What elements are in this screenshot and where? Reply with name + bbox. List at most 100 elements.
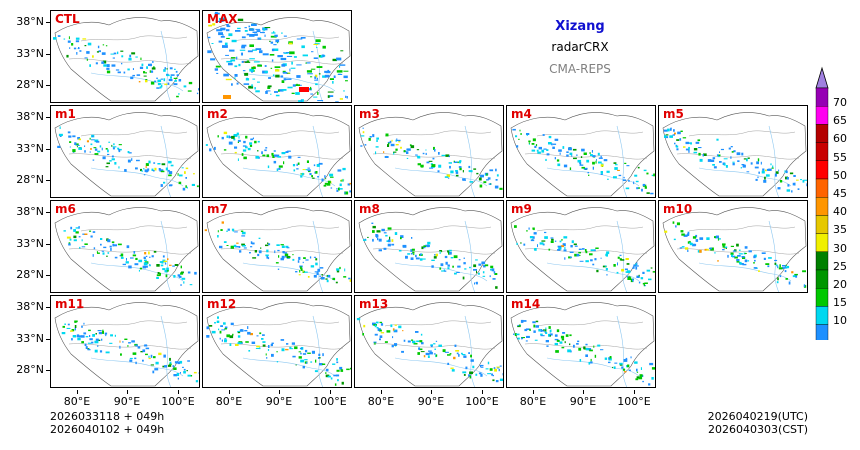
echo-cell [335,281,338,284]
echo-cell [378,249,382,252]
echo-cell [78,226,80,229]
echo-cell [163,181,166,184]
echo-cell [143,345,148,347]
echo-cell [430,163,433,165]
echo-cell [175,70,178,73]
echo-cell [218,32,223,36]
echo-cell [713,166,717,169]
echo-cell [564,341,566,344]
echo-cell [71,338,73,341]
echo-cell [183,281,185,284]
echo-cell [298,274,301,276]
echo-cell [576,253,580,257]
echo-cell [215,20,218,23]
echo-cell [235,30,241,32]
echo-cell [269,54,275,56]
colorbar-tick-label: 60 [833,132,847,146]
echo-cell [247,50,253,53]
echo-cell [250,138,254,141]
echo-cell [193,173,195,175]
lat-tick [46,275,50,276]
echo-cell [99,350,103,353]
echo-cell [111,64,116,67]
echo-cell [444,176,449,178]
echo-cell [307,167,310,169]
echo-cell [93,247,96,250]
echo-cell [224,326,228,329]
echo-cell [232,230,234,232]
echo-cell [89,151,91,153]
echo-cell [220,325,223,327]
echo-cell [334,383,337,386]
echo-cell [730,146,733,148]
echo-cell [302,365,305,369]
echo-cell [570,350,572,353]
border-line [206,302,351,387]
echo-cell [252,31,258,33]
echo-cell [592,166,594,170]
river-line [312,315,323,387]
echo-cell [326,279,329,283]
echo-cell [255,48,262,50]
echo-cell [470,359,474,362]
echo-cell [385,133,389,137]
echo-cell [74,142,77,145]
echo-cell [174,68,176,70]
river-line [242,357,336,377]
echo-cell [772,165,774,168]
radar-map [205,112,351,197]
echo-cell [283,78,287,81]
echo-cell [718,238,721,240]
echo-cell [378,328,380,332]
echo-cell [568,147,572,151]
echo-cell [569,334,572,337]
echo-cell [520,319,524,323]
echo-cell [545,332,548,334]
echo-cell [401,350,404,353]
echo-cell [163,78,166,82]
echo-cell [266,255,269,259]
echo-cell [532,138,536,142]
echo-cell [416,149,420,151]
echo-cell [676,222,680,226]
echo-cell [449,251,452,255]
river-line [768,220,779,292]
echo-cell [447,267,450,270]
echo-cell [491,268,495,272]
echo-cell [339,183,342,187]
echo-cell [484,264,489,267]
echo-cell [209,325,213,327]
echo-cell [590,358,592,362]
echo-cell [766,168,771,171]
echo-cell [730,156,732,159]
echo-cell [216,29,223,32]
echo-cell [100,243,102,246]
echo-cell [97,252,100,254]
echo-cell [270,93,272,95]
echo-cell [135,167,138,170]
echo-cell [411,248,415,251]
echo-cell [585,348,589,351]
echo-cell [296,163,298,166]
echo-cell [771,167,774,169]
echo-cell [177,361,181,365]
echo-cell [300,99,302,102]
echo-cell [476,270,477,274]
echo-cell [242,145,247,147]
echo-cell [237,330,241,333]
echo-cell [683,146,686,148]
echo-cell [785,176,788,180]
echo-cell [557,163,561,167]
echo-cell [88,329,91,332]
echo-cell [92,334,95,337]
echo-cell [395,139,397,142]
echo-cell [468,165,471,169]
echo-cell [437,170,440,173]
echo-cell [363,324,366,328]
echo-cell [93,147,97,149]
echo-cell [567,349,571,353]
echo-cell [238,136,240,139]
echo-cell [86,58,88,61]
border-line [662,112,807,197]
echo-cell [487,361,490,365]
